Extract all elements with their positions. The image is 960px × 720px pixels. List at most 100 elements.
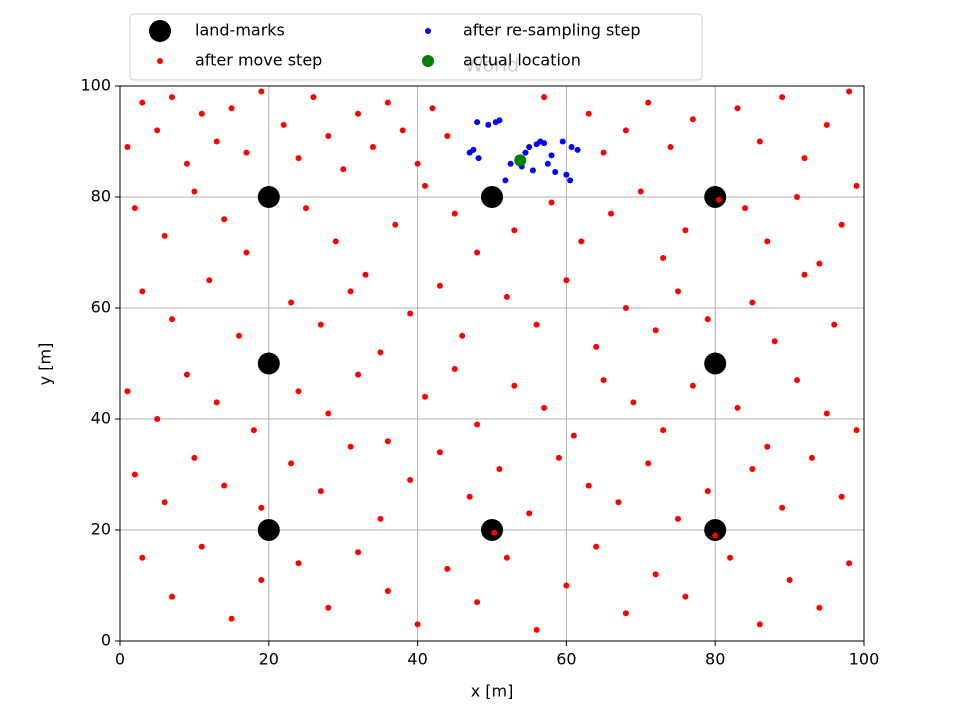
point xyxy=(236,332,243,339)
point xyxy=(384,588,391,595)
point xyxy=(257,519,280,541)
point xyxy=(169,593,176,600)
legend-label: after move step xyxy=(195,51,322,70)
point xyxy=(502,177,509,184)
point xyxy=(169,316,176,323)
point xyxy=(522,149,529,156)
point xyxy=(161,499,168,506)
point xyxy=(377,515,384,522)
point xyxy=(325,132,332,139)
point xyxy=(377,349,384,356)
x-tick-label: 40 xyxy=(407,650,427,669)
point xyxy=(392,221,399,228)
point xyxy=(563,171,570,178)
point xyxy=(154,416,161,422)
point xyxy=(853,427,860,434)
point xyxy=(369,144,376,151)
point xyxy=(228,615,235,622)
point xyxy=(295,155,302,162)
point xyxy=(552,169,559,176)
point xyxy=(593,543,600,550)
point xyxy=(347,288,354,295)
x-tick-label: 60 xyxy=(556,650,576,669)
point xyxy=(295,560,302,567)
legend-marker xyxy=(422,55,434,67)
point xyxy=(325,604,332,611)
point xyxy=(124,144,131,151)
point xyxy=(206,277,213,284)
point xyxy=(250,427,257,434)
point xyxy=(675,515,681,522)
point xyxy=(258,504,265,511)
point xyxy=(645,99,652,106)
point xyxy=(139,554,146,561)
point xyxy=(541,140,548,147)
point xyxy=(630,399,637,406)
point xyxy=(444,565,451,572)
point xyxy=(727,554,734,561)
point xyxy=(548,199,555,206)
point xyxy=(451,366,458,373)
point xyxy=(712,532,719,539)
point xyxy=(303,205,309,212)
point xyxy=(332,238,339,245)
point xyxy=(756,138,763,145)
point xyxy=(243,249,250,256)
point xyxy=(704,316,711,323)
point xyxy=(474,599,481,606)
point xyxy=(325,410,332,417)
point xyxy=(794,194,801,200)
point xyxy=(704,519,727,541)
point xyxy=(779,94,786,101)
point xyxy=(213,399,220,406)
y-tick-label: 0 xyxy=(101,631,111,650)
point xyxy=(451,210,458,217)
y-tick-label: 40 xyxy=(91,409,111,428)
point xyxy=(154,127,161,134)
plot-frame xyxy=(119,85,865,642)
point xyxy=(474,249,481,256)
point xyxy=(481,186,503,208)
point xyxy=(496,465,503,472)
point xyxy=(816,260,823,267)
point xyxy=(362,271,369,278)
point xyxy=(466,493,473,500)
point xyxy=(652,571,659,578)
point xyxy=(734,404,741,411)
point xyxy=(459,332,466,339)
point xyxy=(823,121,830,128)
point xyxy=(257,186,280,208)
point xyxy=(689,382,696,389)
point xyxy=(570,432,577,439)
point xyxy=(436,449,443,456)
y-tick-label: 80 xyxy=(91,187,111,206)
legend-box xyxy=(129,13,703,81)
point xyxy=(161,232,168,239)
point xyxy=(384,438,391,445)
point xyxy=(422,393,429,400)
point xyxy=(191,188,198,195)
point xyxy=(280,121,287,128)
point xyxy=(756,621,763,628)
point xyxy=(183,371,190,378)
point xyxy=(846,560,853,567)
legend-label: after re-sampling step xyxy=(463,21,641,40)
point xyxy=(779,504,786,511)
point xyxy=(704,488,711,495)
point xyxy=(555,454,562,461)
point xyxy=(407,310,414,317)
point xyxy=(660,255,667,262)
point xyxy=(559,138,566,145)
point xyxy=(568,144,575,151)
point xyxy=(593,343,600,350)
point xyxy=(213,138,220,145)
point xyxy=(288,299,295,306)
point xyxy=(221,216,228,223)
point xyxy=(600,377,607,384)
point xyxy=(347,443,354,450)
point xyxy=(511,227,518,234)
x-tick-label: 100 xyxy=(849,650,880,669)
point xyxy=(563,582,570,589)
point xyxy=(529,167,536,174)
